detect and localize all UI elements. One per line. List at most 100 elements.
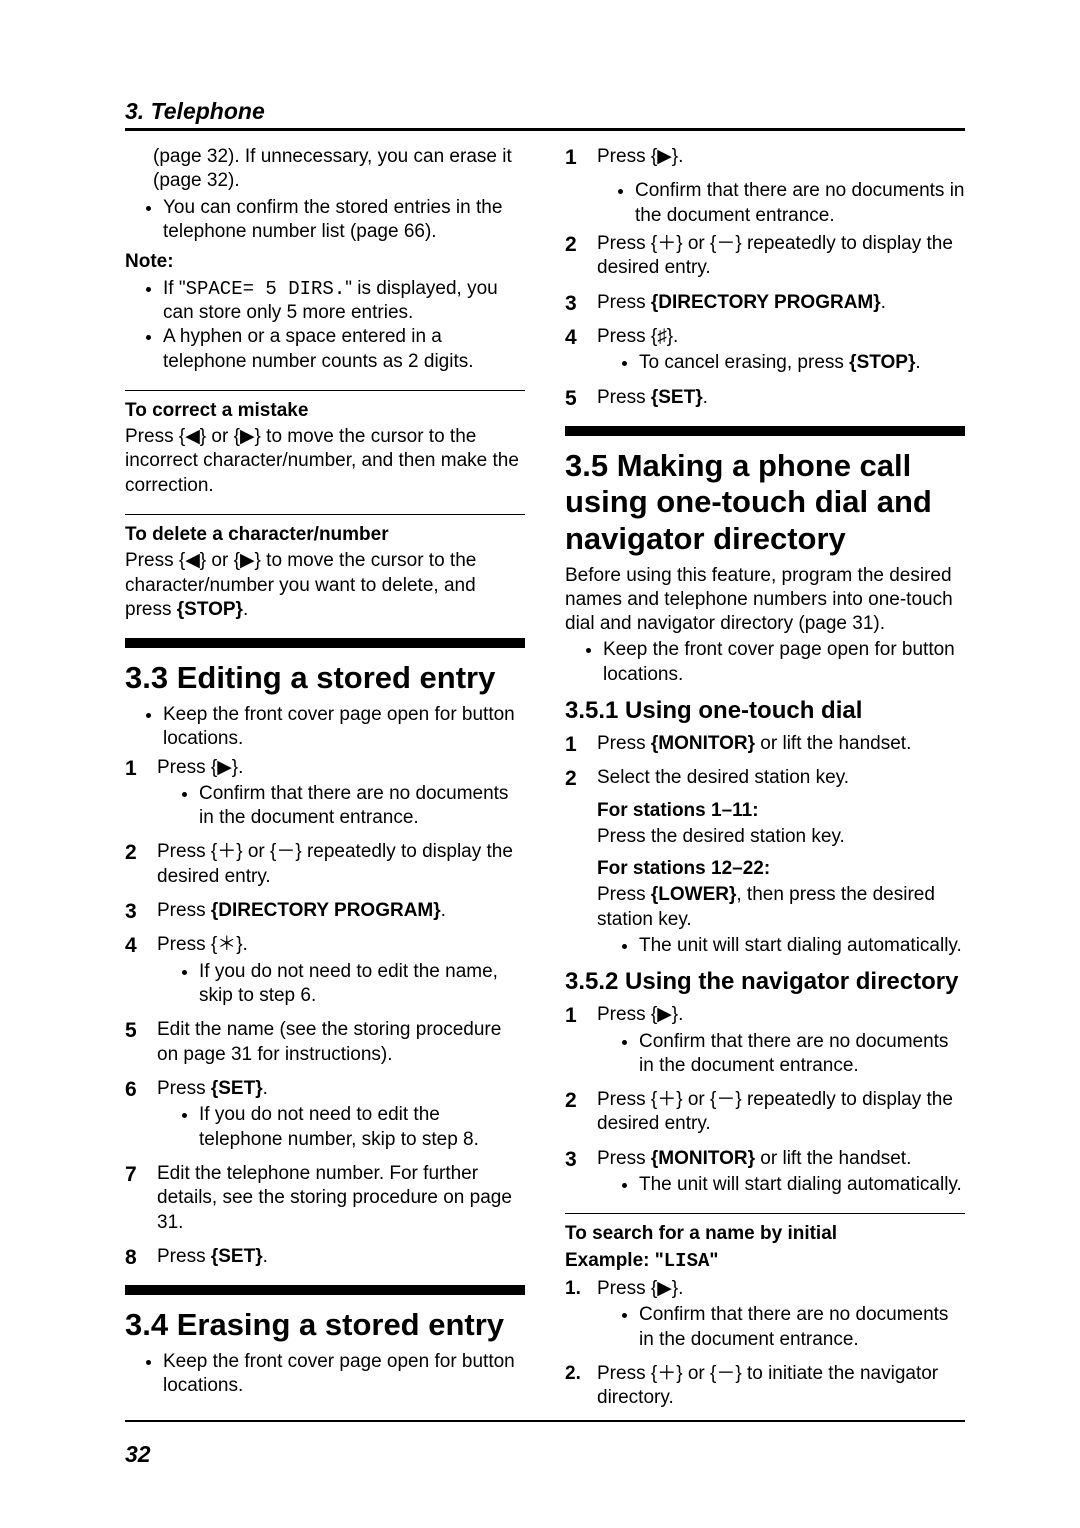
text: .	[915, 352, 920, 373]
text: .	[263, 1246, 268, 1267]
mono-text: LISA	[664, 1250, 710, 1272]
text: or lift the handset.	[755, 1148, 911, 1169]
subsection-3-5-1-title: 3.5.1 Using one-touch dial	[565, 697, 965, 726]
text: Press	[597, 884, 651, 905]
text: Press {▶}.	[157, 757, 243, 778]
text: If "	[163, 278, 186, 299]
step: Press {SET}. If you do not need to edit …	[125, 1077, 525, 1152]
step: Press {SET}.	[565, 386, 965, 410]
note-label: Note:	[125, 250, 525, 274]
body-text: Press {LOWER}, then press the desired st…	[597, 883, 965, 932]
sub-bullet: Confirm that there are no documents in t…	[199, 782, 525, 831]
section-rule	[125, 638, 525, 648]
step: Press {＋} or {－} repeatedly to display t…	[125, 840, 525, 889]
stations-1-11-head: For stations 1–11:	[597, 799, 965, 823]
step: Press {▶}.	[565, 145, 965, 169]
text: Press	[597, 1148, 651, 1169]
text: .	[881, 292, 886, 313]
text: Press	[597, 387, 651, 408]
text: .	[263, 1078, 268, 1099]
sub-bullet: Confirm that there are no documents in t…	[639, 1303, 965, 1352]
step: Press {＋} or {－} repeatedly to display t…	[565, 1088, 965, 1137]
sub-bullet: To cancel erasing, press {STOP}.	[639, 351, 965, 375]
text: .	[441, 900, 446, 921]
text: Press	[597, 292, 651, 313]
bullet: You can confirm the stored entries in th…	[163, 196, 525, 245]
key-directory-program: {DIRECTORY PROGRAM}	[651, 292, 881, 313]
step: Press {MONITOR} or lift the handset. The…	[565, 1147, 965, 1198]
section-3-4-title: 3.4 Erasing a stored entry	[125, 1307, 525, 1344]
step: Press {▶}. Confirm that there are no doc…	[125, 756, 525, 831]
bullet: Keep the front cover page open for butto…	[163, 1350, 525, 1399]
note-bullet: A hyphen or a space entered in a telepho…	[163, 325, 525, 374]
key-monitor: {MONITOR}	[651, 733, 755, 754]
text: Press {♯}.	[597, 326, 678, 347]
search-example: Example: "LISA"	[565, 1249, 965, 1273]
sub-bullet: If you do not need to edit the name, ski…	[199, 960, 525, 1009]
step: Press {DIRECTORY PROGRAM}.	[125, 899, 525, 923]
text: Press {＊}.	[157, 934, 248, 955]
divider	[565, 1213, 965, 1214]
key-set: {SET}	[211, 1078, 263, 1099]
sub-bullet: Confirm that there are no documents in t…	[639, 1030, 965, 1079]
divider	[125, 514, 525, 515]
step: Select the desired station key. For stat…	[565, 766, 965, 958]
subhead-correct: To correct a mistake	[125, 399, 525, 423]
step: Press {DIRECTORY PROGRAM}.	[565, 291, 965, 315]
body-text: Press {◀} or {▶} to move the cursor to t…	[125, 549, 525, 622]
section-3-3-title: 3.3 Editing a stored entry	[125, 660, 525, 697]
text: Press	[157, 900, 211, 921]
section-rule	[565, 426, 965, 436]
continuation-text: (page 32). If unnecessary, you can erase…	[153, 145, 525, 194]
mono-text: SPACE= 5 DIRS.	[186, 278, 346, 300]
body-text: Before using this feature, program the d…	[565, 564, 965, 637]
key-stop: {STOP}	[177, 599, 243, 620]
section-3-5-title: 3.5 Making a phone call using one-touch …	[565, 448, 965, 558]
step: Press {SET}.	[125, 1245, 525, 1269]
step: Press {▶}. Confirm that there are no doc…	[565, 1277, 965, 1352]
text: or lift the handset.	[755, 733, 911, 754]
text: Select the desired station key.	[597, 767, 849, 788]
subsection-3-5-2-title: 3.5.2 Using the navigator directory	[565, 968, 965, 997]
note-bullet: If "SPACE= 5 DIRS." is displayed, you ca…	[163, 277, 525, 326]
text: "	[709, 1250, 718, 1271]
text: Press	[157, 1246, 211, 1267]
key-set: {SET}	[211, 1246, 263, 1267]
stations-12-22-head: For stations 12–22:	[597, 857, 965, 881]
sub-bullet: The unit will start dialing automaticall…	[639, 1173, 965, 1197]
text: Press	[597, 733, 651, 754]
body-text: Press {◀} or {▶} to move the cursor to t…	[125, 425, 525, 498]
search-head: To search for a name by initial	[565, 1222, 965, 1246]
chapter-title: 3. Telephone	[125, 98, 965, 125]
text: Press {▶}.	[597, 1278, 683, 1299]
sub-bullet: If you do not need to edit the telephone…	[199, 1103, 525, 1152]
section-rule	[125, 1285, 525, 1295]
step: Press {＋} or {－} repeatedly to display t…	[565, 232, 965, 281]
bullet: Keep the front cover page open for butto…	[603, 638, 965, 687]
text: To cancel erasing, press	[639, 352, 849, 373]
divider	[125, 390, 525, 391]
text: Press {▶}.	[597, 1004, 683, 1025]
subhead-delete: To delete a character/number	[125, 523, 525, 547]
step: Edit the name (see the storing procedure…	[125, 1018, 525, 1067]
step: Edit the telephone number. For further d…	[125, 1162, 525, 1235]
sub-bullet: Confirm that there are no documents in t…	[635, 179, 965, 228]
text: .	[703, 387, 708, 408]
key-directory-program: {DIRECTORY PROGRAM}	[211, 900, 441, 921]
bullet: Keep the front cover page open for butto…	[163, 703, 525, 752]
step: Press {MONITOR} or lift the handset.	[565, 732, 965, 756]
step: Press {＊}. If you do not need to edit th…	[125, 933, 525, 1008]
chapter-rule	[125, 128, 965, 131]
text: .	[243, 599, 248, 620]
text: Example: "	[565, 1250, 664, 1271]
key-monitor: {MONITOR}	[651, 1148, 755, 1169]
key-stop: {STOP}	[849, 352, 915, 373]
key-lower: {LOWER}	[651, 884, 737, 905]
step: Press {♯}. To cancel erasing, press {STO…	[565, 325, 965, 376]
page-number: 32	[125, 1441, 151, 1468]
body-text: Press the desired station key.	[597, 825, 965, 849]
step: Press {▶}. Confirm that there are no doc…	[565, 1003, 965, 1078]
key-set: {SET}	[651, 387, 703, 408]
text: Press {▶}.	[597, 146, 683, 167]
footer-rule	[125, 1420, 965, 1422]
